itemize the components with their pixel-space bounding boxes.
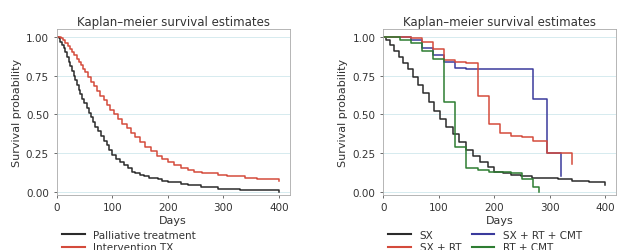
Title: Kaplan–meier survival estimates: Kaplan–meier survival estimates bbox=[77, 16, 270, 29]
X-axis label: Days: Days bbox=[159, 215, 187, 225]
Y-axis label: Survival probability: Survival probability bbox=[338, 59, 348, 166]
Title: Kaplan–meier survival estimates: Kaplan–meier survival estimates bbox=[403, 16, 596, 29]
X-axis label: Days: Days bbox=[486, 215, 514, 225]
Legend: SX, SX + RT, SX + RT + CMT, RT + CMT: SX, SX + RT, SX + RT + CMT, RT + CMT bbox=[388, 230, 582, 250]
Y-axis label: Survival probability: Survival probability bbox=[12, 59, 21, 166]
Legend: Palliative treatment, Intervention TX: Palliative treatment, Intervention TX bbox=[62, 230, 196, 250]
